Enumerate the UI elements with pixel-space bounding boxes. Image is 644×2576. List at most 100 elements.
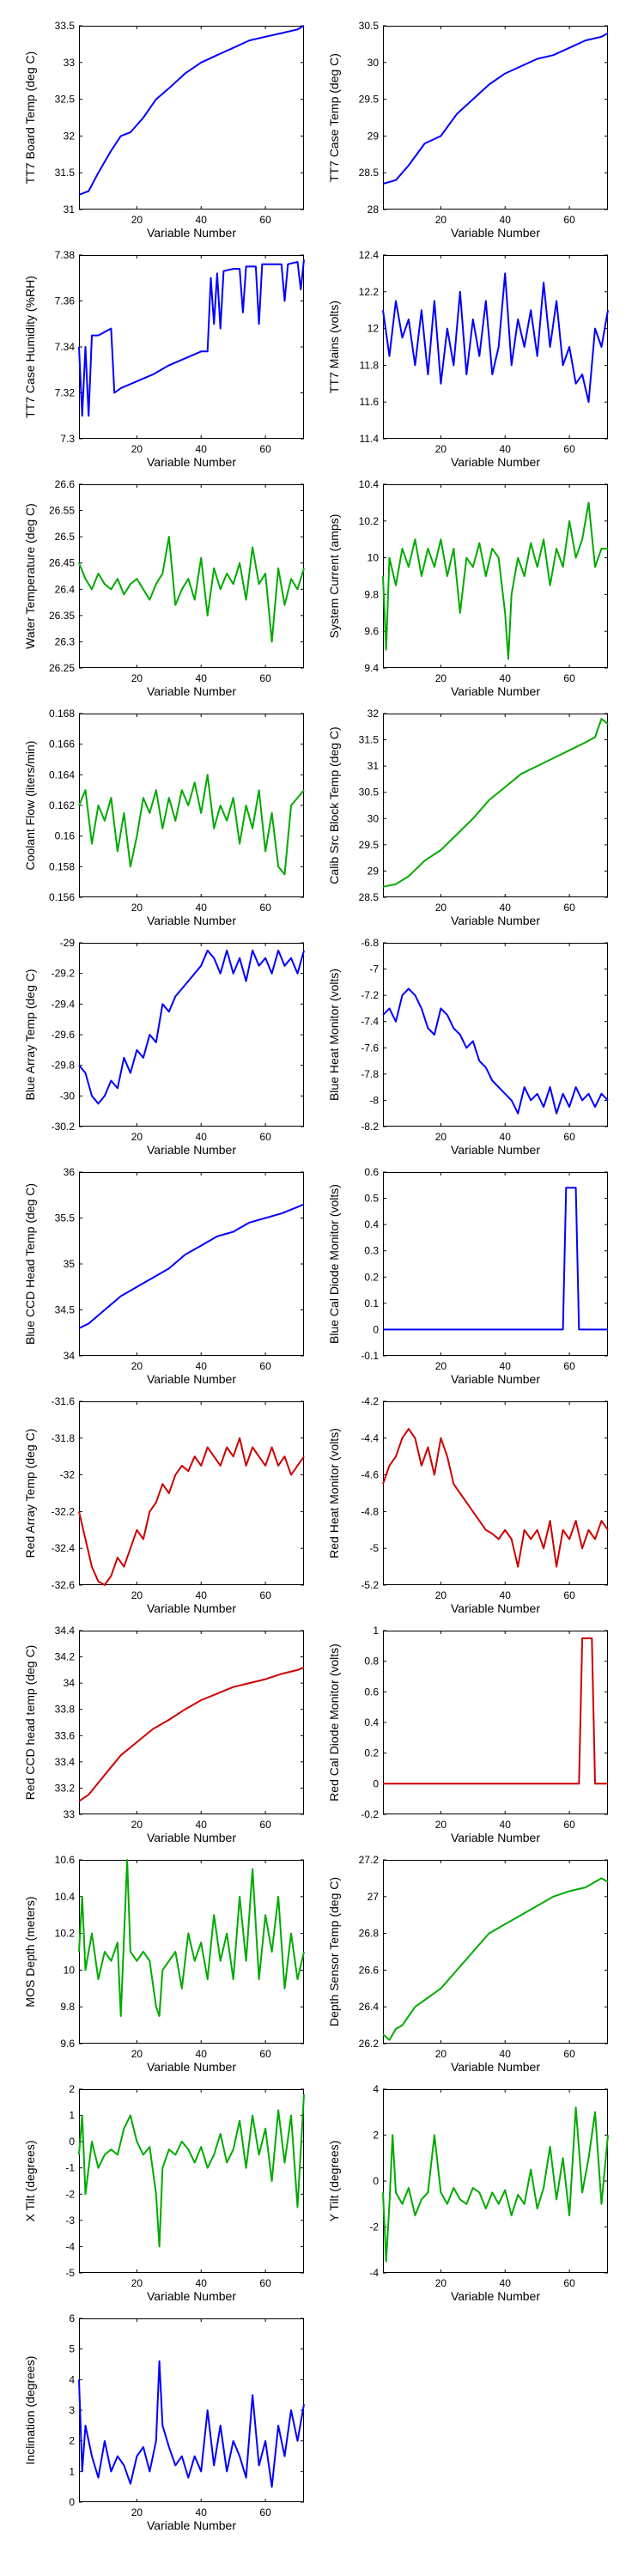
- y-tick-label: -32.6: [52, 1579, 76, 1591]
- plot-frame: [383, 1401, 608, 1585]
- x-axis-label: Variable Number: [147, 1831, 236, 1844]
- plot-frame: [383, 1860, 608, 2044]
- y-tick-label: 9.4: [364, 662, 379, 674]
- y-tick-label: 0: [69, 2496, 75, 2508]
- y-tick-label: 27: [368, 1891, 380, 1903]
- x-tick-label: 60: [563, 2048, 575, 2060]
- y-axis-label: Red Heat Monitor (volts): [327, 1428, 341, 1558]
- y-tick-label: 0: [373, 1323, 379, 1335]
- x-tick-label: 40: [196, 1589, 208, 1601]
- series-line: [78, 1859, 305, 2017]
- x-tick-label: 40: [500, 1819, 512, 1831]
- x-axis-label: Variable Number: [451, 2289, 540, 2303]
- y-tick-label: -4: [369, 2267, 379, 2279]
- y-axis-label: Red Cal Diode Monitor (volts): [327, 1643, 341, 1801]
- y-tick-label: -4.8: [361, 1505, 379, 1517]
- y-tick-label: 29.5: [359, 94, 380, 106]
- series-line: [78, 1437, 305, 1586]
- chart-16: 20 40 60 -0.2 0 0.2 0.4 0.6 0.8 1 Variable Number R…: [327, 1625, 608, 1844]
- y-tick-label: 35: [64, 1258, 76, 1270]
- x-tick-label: 40: [500, 2277, 512, 2289]
- x-tick-label: 20: [435, 902, 447, 914]
- y-tick-label: 2: [69, 2435, 75, 2447]
- x-tick-label: 40: [500, 1589, 512, 1601]
- x-tick-label: 60: [259, 214, 271, 226]
- series-line: [382, 32, 609, 185]
- plot-frame: [79, 255, 304, 439]
- y-tick-label: 9.6: [60, 2038, 75, 2050]
- x-axis-label: Variable Number: [451, 226, 540, 240]
- y-tick-label: -5.2: [361, 1579, 379, 1591]
- y-tick-label: -29.2: [52, 968, 76, 980]
- x-axis-label: Variable Number: [451, 455, 540, 469]
- x-axis-label: Variable Number: [147, 684, 236, 698]
- series-line: [382, 501, 608, 660]
- series-line: [78, 2094, 305, 2248]
- y-tick-label: 26.6: [55, 478, 76, 490]
- x-axis-label: Variable Number: [451, 1143, 540, 1157]
- x-tick-label: 40: [196, 1819, 208, 1831]
- x-tick-label: 40: [500, 1360, 512, 1372]
- x-tick-label: 20: [435, 672, 447, 684]
- y-tick-label: 10.2: [359, 515, 380, 527]
- x-axis-label: Variable Number: [147, 2289, 236, 2303]
- y-tick-label: -7.8: [361, 1068, 379, 1080]
- y-tick-label: 26.8: [359, 1928, 380, 1940]
- x-tick-label: 40: [196, 1131, 208, 1143]
- chart-8: 20 40 60 28.5 29 29.5 30 30.5 31 31.5 32 Variable N…: [327, 708, 609, 927]
- y-tick-label: -32.2: [52, 1505, 76, 1517]
- chart-5: 20 40 60 26.25 26.3 26.35 26.4 26.45 26.5 26.55 26…: [23, 478, 305, 698]
- plot-frame: [79, 2318, 304, 2502]
- x-tick-label: 60: [563, 214, 575, 226]
- y-tick-label: 12: [368, 323, 380, 335]
- y-tick-label: -2: [65, 2188, 75, 2200]
- y-axis-label: Blue Array Temp (deg C): [23, 969, 37, 1100]
- y-tick-label: -4.6: [361, 1469, 379, 1481]
- y-tick-label: 28.5: [359, 167, 380, 179]
- series-line: [78, 774, 305, 876]
- chart-13: 20 40 60 -32.6 -32.4 -32.2 -32 -31.8 -31.6 Variab…: [23, 1395, 305, 1615]
- x-tick-label: 40: [196, 902, 208, 914]
- x-tick-label: 40: [500, 672, 512, 684]
- y-tick-label: 31.5: [359, 734, 380, 746]
- y-tick-label: 0.4: [364, 1218, 379, 1230]
- y-tick-label: 0.2: [364, 1747, 379, 1759]
- y-axis-label: Inclination (degrees): [23, 2356, 37, 2465]
- y-tick-label: 26.25: [49, 662, 75, 674]
- y-tick-label: 1: [69, 2110, 75, 2122]
- y-tick-label: 26.4: [55, 583, 76, 595]
- x-tick-label: 40: [196, 672, 208, 684]
- series-line: [383, 1637, 608, 1785]
- x-tick-label: 60: [259, 1360, 271, 1372]
- y-axis-label: TT7 Board Temp (deg C): [23, 52, 37, 185]
- y-tick-label: 36: [64, 1166, 76, 1178]
- y-tick-label: -30.2: [52, 1121, 76, 1133]
- chart-20: 20 40 60 -4 -2 0 2 4 Variable Number Y Tilt (degr…: [327, 2083, 609, 2303]
- series-line: [382, 2106, 609, 2263]
- y-tick-label: 33.6: [55, 1729, 76, 1741]
- series-line: [382, 987, 609, 1115]
- plot-frame: [79, 943, 304, 1127]
- plot-frame: [383, 484, 608, 668]
- x-tick-label: 20: [435, 443, 447, 455]
- y-tick-label: 30.5: [359, 787, 380, 799]
- chart-1: 20 40 60 31 31.5 32 32.5 33 33.5 Variable Number T…: [23, 20, 305, 240]
- y-tick-label: -29.8: [52, 1060, 76, 1072]
- series-line: [78, 259, 305, 417]
- x-tick-label: 60: [259, 1131, 271, 1143]
- y-tick-label: -5: [65, 2267, 75, 2279]
- x-tick-label: 20: [435, 1589, 447, 1601]
- series-line: [78, 25, 305, 196]
- y-tick-label: -30: [60, 1090, 76, 1102]
- chart-11: 20 40 60 34 34.5 35 35.5 36 Variable Number Blue …: [23, 1166, 305, 1386]
- y-tick-label: -0.2: [361, 1808, 379, 1820]
- y-tick-label: 32: [368, 708, 380, 720]
- y-axis-label: Blue CCD Head Temp (deg C): [23, 1183, 37, 1345]
- x-tick-label: 20: [131, 1360, 143, 1372]
- y-tick-label: -4.2: [361, 1395, 379, 1407]
- x-tick-label: 40: [500, 214, 512, 226]
- y-tick-label: 12.2: [359, 286, 380, 298]
- y-axis-label: Coolant Flow (liters/min): [23, 741, 37, 871]
- y-tick-label: -4: [65, 2240, 75, 2252]
